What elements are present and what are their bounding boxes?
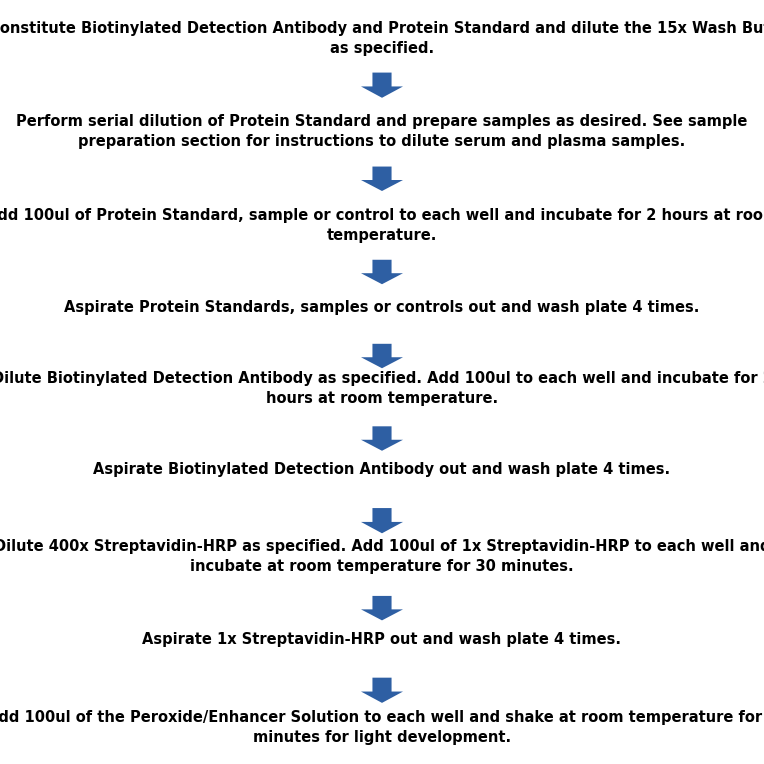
Polygon shape — [361, 426, 403, 451]
Text: Dilute Biotinylated Detection Antibody as specified. Add 100ul to each well and : Dilute Biotinylated Detection Antibody a… — [0, 371, 764, 406]
Text: Aspirate Biotinylated Detection Antibody out and wash plate 4 times.: Aspirate Biotinylated Detection Antibody… — [93, 462, 671, 478]
Polygon shape — [361, 344, 403, 368]
Polygon shape — [361, 508, 403, 533]
Polygon shape — [361, 260, 403, 284]
Text: Aspirate 1x Streptavidin-HRP out and wash plate 4 times.: Aspirate 1x Streptavidin-HRP out and was… — [143, 632, 621, 647]
Polygon shape — [361, 596, 403, 620]
Text: Reconstitute Biotinylated Detection Antibody and Protein Standard and dilute the: Reconstitute Biotinylated Detection Anti… — [0, 21, 764, 56]
Text: Aspirate Protein Standards, samples or controls out and wash plate 4 times.: Aspirate Protein Standards, samples or c… — [64, 299, 700, 315]
Text: Add 100ul of the Peroxide/Enhancer Solution to each well and shake at room tempe: Add 100ul of the Peroxide/Enhancer Solut… — [0, 710, 764, 745]
Text: Dilute 400x Streptavidin-HRP as specified. Add 100ul of 1x Streptavidin-HRP to e: Dilute 400x Streptavidin-HRP as specifie… — [0, 539, 764, 574]
Text: Perform serial dilution of Protein Standard and prepare samples as desired. See : Perform serial dilution of Protein Stand… — [16, 114, 748, 149]
Polygon shape — [361, 678, 403, 703]
Text: Add 100ul of Protein Standard, sample or control to each well and incubate for 2: Add 100ul of Protein Standard, sample or… — [0, 208, 764, 243]
Polygon shape — [361, 73, 403, 98]
Polygon shape — [361, 167, 403, 191]
